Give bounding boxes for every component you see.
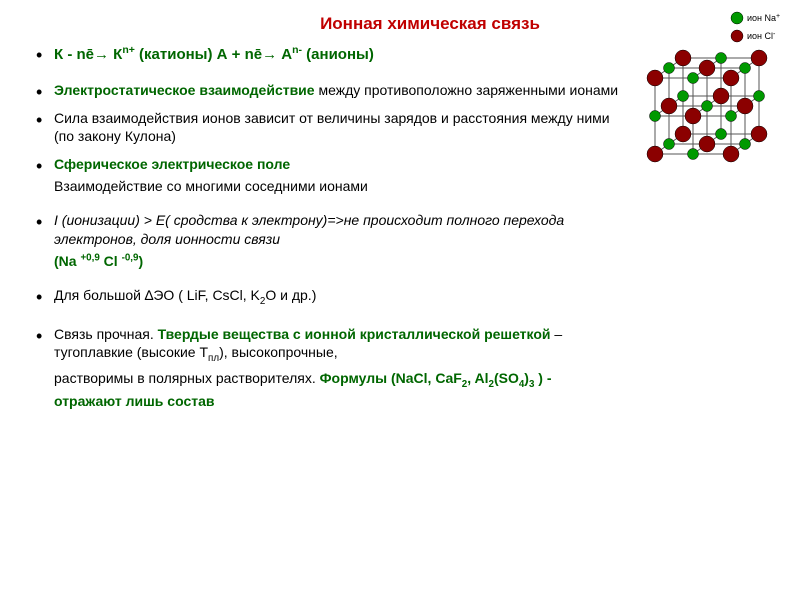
content-area: К - nē→ Кn+ (катионы) А + nē→ Аn- (анион…: [0, 34, 640, 410]
bullet-item: Электростатическое взаимодействие между …: [30, 81, 620, 99]
bullet-item: I (ионизации) > Е( сродства к электрону)…: [30, 211, 620, 247]
bullet-item: Связь прочная. Твердые вещества с ионной…: [30, 325, 620, 366]
bullet-list: К - nē→ Кn+ (катионы) А + nē→ Аn- (анион…: [30, 44, 620, 410]
bullet-item: Сферическое электрическое поле: [30, 155, 620, 173]
continuation-line: (Na +0,9 Cl -0,9): [30, 252, 620, 270]
bullet-item: Для большой ∆ЭО ( LiF, CsCl, K2O и др.): [30, 286, 620, 309]
svg-text:ион Na+: ион Na+: [747, 13, 780, 24]
crystal-lattice-diagram: ион Na+ ион Сl-: [637, 8, 792, 188]
bullet-item: Сила взаимодействия ионов зависит от вел…: [30, 109, 620, 145]
bullet-item: К - nē→ Кn+ (катионы) А + nē→ Аn- (анион…: [30, 44, 620, 65]
continuation-line: Взаимодействие со многими соседними иона…: [30, 177, 620, 195]
svg-text:ион Сl-: ион Сl-: [747, 31, 776, 42]
continuation-line: растворимы в полярных растворителях. Фор…: [30, 369, 620, 410]
